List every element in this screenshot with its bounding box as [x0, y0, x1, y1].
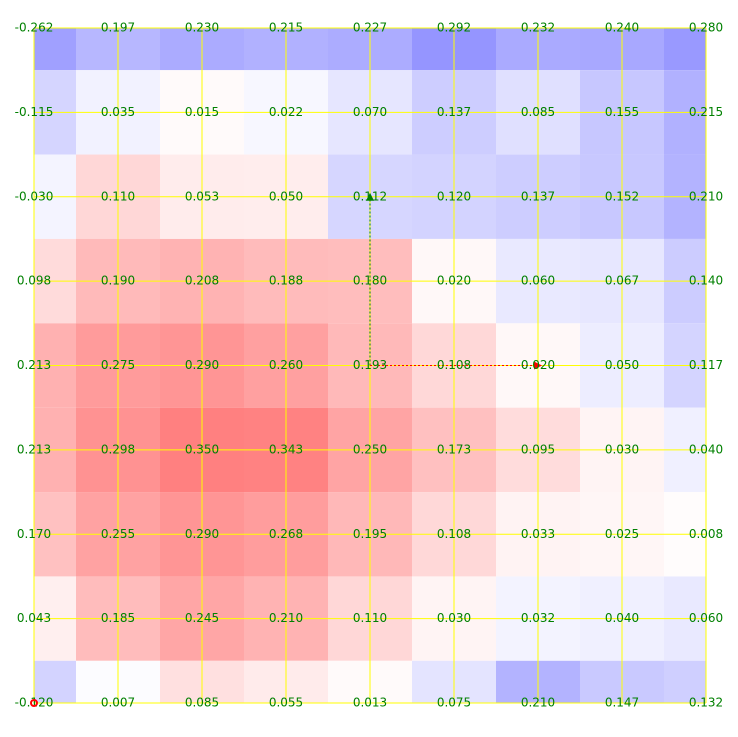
cell-value-label-r8-c3: 0.055	[269, 696, 303, 710]
cell-value-label-r5-c1: 0.298	[101, 442, 135, 456]
cell-value-label-r4-c0: 0.213	[17, 358, 51, 372]
cell-value-label-r5-c2: 0.350	[185, 442, 219, 456]
cell-value-label-r4-c7: 0.050	[605, 358, 639, 372]
cell-value-label-r0-c7: 0.240	[605, 21, 639, 35]
cell-value-label-r8-c8: 0.132	[689, 696, 723, 710]
cell-value-label-r0-c5: 0.292	[437, 21, 471, 35]
cell-value-label-r6-c3: 0.268	[269, 527, 303, 541]
cell-value-label-r5-c4: 0.250	[353, 442, 387, 456]
cell-value-label-r2-c2: 0.053	[185, 189, 219, 203]
cell-value-label-r2-c7: 0.152	[605, 189, 639, 203]
cell-value-label-r8-c0: -0.120	[15, 696, 54, 710]
cell-value-label-r1-c7: 0.155	[605, 105, 639, 119]
cell-value-label-r8-c6: 0.210	[521, 696, 555, 710]
cell-value-label-r5-c6: 0.095	[521, 442, 555, 456]
cell-value-label-r3-c6: 0.060	[521, 274, 555, 288]
cell-value-label-r1-c0: -0.115	[15, 105, 54, 119]
cell-value-label-r8-c4: 0.013	[353, 696, 387, 710]
direction-arrows	[366, 192, 542, 370]
cell-value-label-r2-c1: 0.110	[101, 189, 135, 203]
cell-value-label-r5-c3: 0.343	[269, 442, 303, 456]
cell-value-label-r0-c1: 0.197	[101, 21, 135, 35]
markers	[30, 699, 38, 707]
cell-value-label-r1-c1: 0.035	[101, 105, 135, 119]
cell-value-label-r0-c0: -0.262	[15, 21, 54, 35]
cell-value-label-r2-c4: 0.112	[353, 189, 387, 203]
cell-value-label-r2-c8: 0.210	[689, 189, 723, 203]
cell-value-label-r1-c6: 0.085	[521, 105, 555, 119]
cell-value-label-r3-c0: 0.098	[17, 274, 51, 288]
cell-value-label-r7-c3: 0.210	[269, 611, 303, 625]
heatmap-cell-r8-c0	[34, 660, 76, 703]
cell-value-label-r4-c2: 0.290	[185, 358, 219, 372]
heatmap-cell-r0-c8	[664, 28, 706, 71]
cell-value-label-r5-c8: 0.040	[689, 442, 723, 456]
cell-value-label-r6-c1: 0.255	[101, 527, 135, 541]
cell-value-label-r2-c0: -0.030	[15, 189, 54, 203]
cell-value-label-r1-c5: 0.137	[437, 105, 471, 119]
cell-value-label-r5-c0: 0.213	[17, 442, 51, 456]
cell-value-label-r1-c4: 0.070	[353, 105, 387, 119]
cell-value-label-r2-c3: 0.050	[269, 189, 303, 203]
cell-value-label-r0-c6: 0.232	[521, 21, 555, 35]
cell-value-label-r0-c2: 0.230	[185, 21, 219, 35]
cell-value-label-r5-c5: 0.173	[437, 442, 471, 456]
cell-value-label-r3-c7: 0.067	[605, 274, 639, 288]
cell-value-labels: -0.262 0.197 0.230 0.215 0.227 0.292 0.232 0.24…	[15, 21, 724, 710]
cell-value-label-r8-c2: 0.085	[185, 696, 219, 710]
cell-value-label-r6-c4: 0.195	[353, 527, 387, 541]
cell-value-label-r1-c3: 0.022	[269, 105, 303, 119]
origin-marker-0	[30, 699, 38, 707]
cell-value-label-r4-c8: 0.117	[689, 358, 723, 372]
cell-value-label-r7-c8: 0.060	[689, 611, 723, 625]
cell-value-label-r2-c6: 0.137	[521, 189, 555, 203]
cell-value-label-r4-c6: 0.020	[521, 358, 555, 372]
cell-value-label-r4-c3: 0.260	[269, 358, 303, 372]
cell-value-label-r4-c4: 0.193	[353, 358, 387, 372]
heatmap-cell-r8-c8	[664, 660, 706, 703]
cell-value-label-r6-c7: 0.025	[605, 527, 639, 541]
cell-value-label-r4-c1: 0.275	[101, 358, 135, 372]
cell-value-label-r7-c1: 0.185	[101, 611, 135, 625]
cell-value-label-r3-c4: 0.180	[353, 274, 387, 288]
cell-value-label-r3-c5: 0.020	[437, 274, 471, 288]
heatmap-cell-r0-c0	[34, 28, 76, 71]
cell-value-label-r7-c0: 0.043	[17, 611, 51, 625]
cell-value-label-r7-c2: 0.245	[185, 611, 219, 625]
cell-value-label-r3-c1: 0.190	[101, 274, 135, 288]
cell-value-label-r0-c8: 0.280	[689, 21, 723, 35]
cell-value-label-r3-c3: 0.188	[269, 274, 303, 288]
cell-value-label-r8-c5: 0.075	[437, 696, 471, 710]
cell-value-label-r7-c6: 0.032	[521, 611, 555, 625]
cell-value-label-r1-c8: 0.215	[689, 105, 723, 119]
cell-value-label-r3-c8: 0.140	[689, 274, 723, 288]
cell-value-label-r4-c5: 0.108	[437, 358, 471, 372]
cell-value-label-r0-c3: 0.215	[269, 21, 303, 35]
cell-value-label-r6-c8: 0.008	[689, 527, 723, 541]
cell-value-label-r6-c6: 0.033	[521, 527, 555, 541]
cell-value-label-r8-c1: 0.007	[101, 696, 135, 710]
cell-value-label-r2-c5: 0.120	[437, 189, 471, 203]
cell-value-label-r7-c7: 0.040	[605, 611, 639, 625]
cell-value-label-r6-c2: 0.290	[185, 527, 219, 541]
cell-value-label-r8-c7: 0.147	[605, 696, 639, 710]
cell-value-label-r7-c4: 0.110	[353, 611, 387, 625]
cell-value-label-r6-c5: 0.108	[437, 527, 471, 541]
cell-value-label-r0-c4: 0.227	[353, 21, 387, 35]
grid-lines	[33, 27, 707, 704]
cell-value-label-r7-c5: 0.030	[437, 611, 471, 625]
cell-value-label-r3-c2: 0.208	[185, 274, 219, 288]
cell-value-label-r1-c2: 0.015	[185, 105, 219, 119]
cell-value-label-r6-c0: 0.170	[17, 527, 51, 541]
cell-value-label-r5-c7: 0.030	[605, 442, 639, 456]
